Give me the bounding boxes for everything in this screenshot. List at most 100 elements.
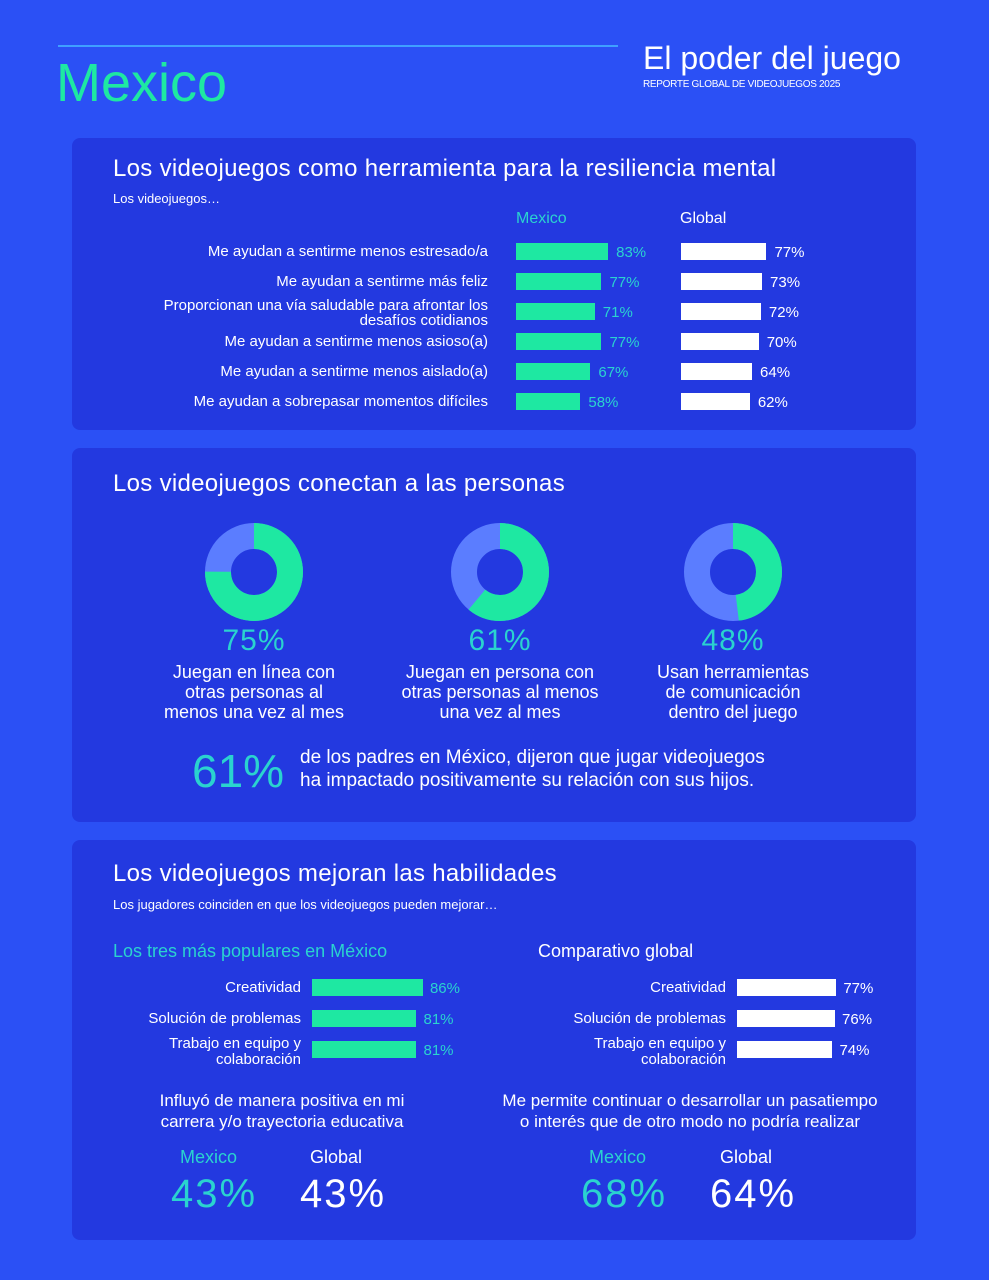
bar-global-value: 77%: [774, 244, 805, 261]
caption-line: otras personas al: [184, 682, 324, 702]
bar-global-value: 72%: [768, 304, 799, 321]
bar-category-label: Me ayudan a sentirme menos estresado/a: [207, 243, 488, 260]
bar-mexico-value: 83%: [616, 244, 647, 261]
bar-category-label: Creatividad: [225, 979, 301, 996]
donut-value: 75%: [222, 624, 286, 657]
bar-category-label: Trabajo en equipo y colaboración: [168, 1035, 301, 1068]
caption-line: Juegan en persona con: [405, 662, 595, 682]
bar-value: 76%: [842, 1011, 873, 1028]
stat-text-2: o interés que de otro modo no podría rea…: [519, 1112, 861, 1131]
section-title: Los videojuegos como herramienta para la…: [113, 155, 777, 182]
caption-line: de comunicación: [665, 682, 801, 702]
stat-text-2: carrera y/o trayectoria educativa: [160, 1112, 404, 1131]
bar-mexico: [516, 273, 602, 290]
bar-global: [681, 393, 750, 410]
bar-category-label: Solución de problemas: [573, 1010, 726, 1027]
bar-value: 81%: [423, 1042, 454, 1059]
bar-value: 77%: [843, 980, 874, 997]
report-subtitle: REPORTE GLOBAL DE VIDEOJUEGOS 2025: [643, 79, 841, 90]
connect-panel: Los videojuegos conectan a las personas …: [72, 448, 916, 822]
bar-mexico: [516, 393, 581, 410]
skills-panel: Los videojuegos mejoran las habilidades …: [72, 840, 916, 1240]
bar-mexico-value: 58%: [588, 394, 619, 411]
donut-slice: [684, 523, 782, 621]
right-heading: Comparativo global: [538, 941, 694, 961]
donut-caption: Juegan en persona con otras personas al m…: [380, 662, 620, 722]
left-heading: Los tres más populares en México: [113, 941, 388, 961]
stat-mexico-label: Mexico: [180, 1147, 238, 1167]
caption-line: una vez al mes: [439, 702, 561, 722]
donut-value: 48%: [701, 624, 765, 657]
bar-value: 74%: [839, 1042, 870, 1059]
donut-chart: [205, 523, 303, 621]
bar-category-label: Solución de problemas: [148, 1010, 301, 1027]
stat-global-value: 64%: [710, 1172, 797, 1216]
donut-caption: Usan herramientas de comunicación dentro d…: [613, 662, 853, 722]
stat-global-label: Global: [310, 1147, 363, 1167]
donut-caption: Juegan en línea con otras personas al meno…: [134, 662, 374, 722]
donut-slice: [205, 523, 303, 621]
caption-line: otras personas al menos: [401, 682, 599, 702]
bar-value: 86%: [429, 980, 460, 997]
callout-text-2: ha impactado positivamente su relación c…: [300, 770, 755, 791]
section-subtitle: Los videojuegos…: [113, 191, 220, 206]
callout-text-1: de los padres en México, dijeron que jug…: [300, 747, 765, 768]
stat-mexico-value: 43%: [171, 1172, 258, 1216]
bar-global: [737, 979, 837, 996]
bar-global: [681, 243, 767, 260]
bar-global: [681, 303, 761, 320]
bar-mexico-value: 77%: [609, 334, 640, 351]
bar-category-label: Me ayudan a sentirme más feliz: [276, 273, 488, 290]
bar-global: [681, 333, 759, 350]
callout-value: 61%: [192, 745, 285, 797]
section-title: Los videojuegos conectan a las personas: [113, 470, 565, 497]
bar-mexico: [516, 333, 602, 350]
stat-global-label: Global: [720, 1147, 773, 1167]
bar-global-value: 64%: [760, 364, 791, 381]
bar-category-label: Me ayudan a sentirme menos asioso(a): [224, 333, 488, 350]
stat-text-1: Me permite continuar o desarrollar un pa…: [502, 1091, 878, 1110]
stat-mexico-value: 68%: [581, 1172, 668, 1216]
section-subtitle: Los jugadores coinciden en que los video…: [113, 897, 498, 912]
donut-value: 61%: [468, 624, 532, 657]
bar-global-value: 62%: [757, 394, 788, 411]
caption-line: Usan herramientas: [656, 662, 810, 682]
bar-mexico-value: 71%: [602, 304, 633, 321]
caption-line: Juegan en línea con: [172, 662, 336, 682]
bar-mexico: [516, 303, 595, 320]
donut-chart: [451, 523, 549, 621]
bar-category-label: Proporcionan una vía saludable para afro…: [163, 297, 488, 329]
header-rule: [58, 45, 618, 47]
bar-mexico: [312, 1041, 417, 1058]
stat-global-value: 43%: [300, 1172, 387, 1216]
country-title: Mexico: [56, 53, 228, 113]
bar-category-label: Me ayudan a sobrepasar momentos difícile…: [193, 393, 488, 410]
bar-global-value: 70%: [766, 334, 797, 351]
stat-hobby: Me permite continuar o desarrollar un pa…: [470, 1090, 910, 1132]
bar-mexico: [516, 363, 591, 380]
bar-category-label: Trabajo en equipo y colaboración: [593, 1035, 726, 1068]
donut-chart: [684, 523, 782, 621]
report-title: El poder del juego: [643, 40, 901, 76]
bar-mexico: [312, 1010, 417, 1027]
resilience-panel: Los videojuegos como herramienta para la…: [72, 138, 916, 430]
bar-global: [681, 273, 763, 290]
stat-career: Influyó de manera positiva en mi carrera…: [102, 1090, 462, 1132]
caption-line: dentro del juego: [668, 702, 798, 722]
bar-global-value: 73%: [770, 274, 801, 291]
bar-global: [737, 1041, 833, 1058]
section-title: Los videojuegos mejoran las habilidades: [113, 860, 557, 887]
bar-global: [737, 1010, 836, 1027]
donut-slice: [451, 523, 549, 621]
stat-mexico-label: Mexico: [589, 1147, 647, 1167]
column-header-mexico: Mexico: [516, 210, 567, 227]
bar-mexico: [312, 979, 423, 996]
bar-global: [681, 363, 753, 380]
caption-line: menos una vez al mes: [163, 702, 345, 722]
bar-mexico-value: 67%: [598, 364, 629, 381]
bar-mexico: [516, 243, 609, 260]
bar-category-label: Creatividad: [650, 979, 726, 996]
bar-mexico-value: 77%: [609, 274, 640, 291]
bar-category-label: Me ayudan a sentirme menos aislado(a): [220, 363, 488, 380]
